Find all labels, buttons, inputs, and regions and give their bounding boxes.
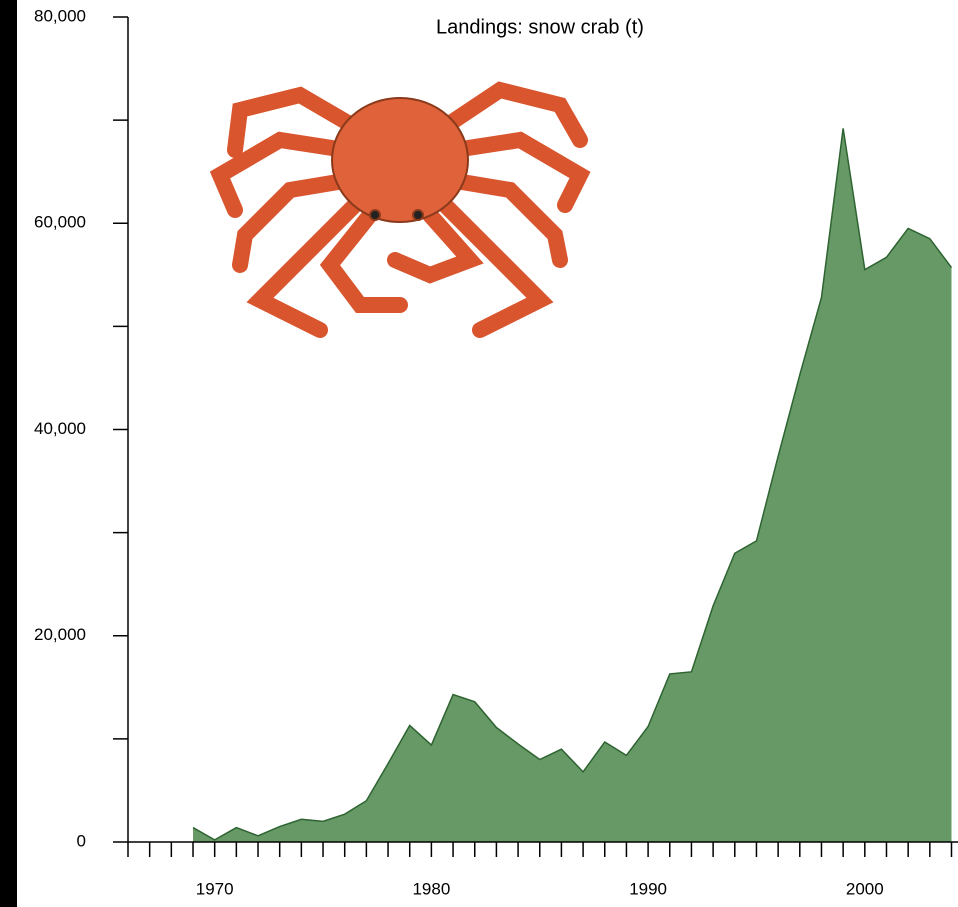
y-tick-label: 40,000 bbox=[34, 419, 86, 438]
x-tick-label: 2000 bbox=[846, 879, 884, 898]
y-tick-label: 60,000 bbox=[34, 213, 86, 232]
x-tick-label: 1990 bbox=[629, 879, 667, 898]
x-tick-label: 1970 bbox=[196, 879, 234, 898]
area-outline bbox=[192, 128, 953, 841]
chart-title: Landings: snow crab (t) bbox=[436, 16, 644, 38]
crab-illustration bbox=[209, 81, 591, 338]
area bbox=[193, 128, 952, 842]
y-tick-label: 0 bbox=[77, 831, 86, 850]
y-tick-label: 20,000 bbox=[34, 625, 86, 644]
x-tick-label: 1980 bbox=[412, 879, 450, 898]
y-tick-label: 80,000 bbox=[34, 6, 86, 25]
